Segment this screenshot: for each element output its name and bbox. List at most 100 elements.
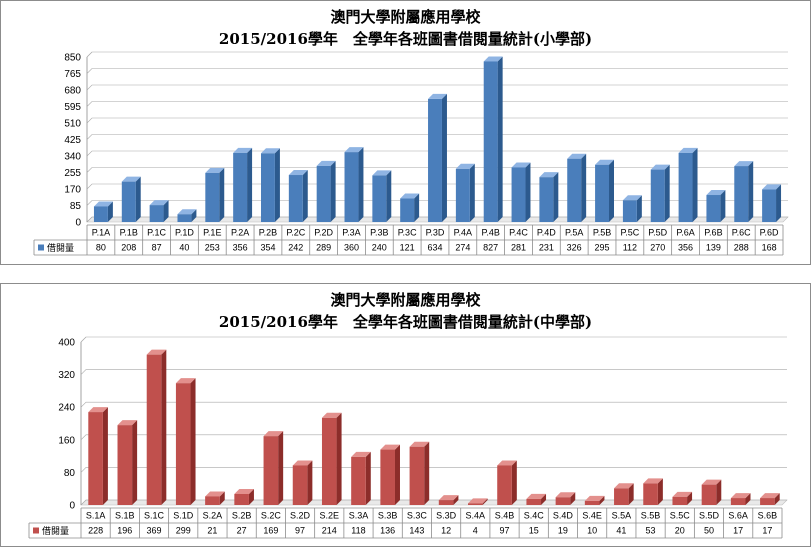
- data-label: 41: [616, 526, 626, 536]
- bar-top: [380, 444, 400, 450]
- y-tick-label: 170: [64, 185, 81, 196]
- data-label: 253: [205, 243, 220, 253]
- bar-top: [88, 407, 108, 413]
- x-tick-label: P.3B: [370, 228, 388, 238]
- x-tick-label: S.5A: [612, 511, 632, 521]
- bar-top: [205, 167, 225, 173]
- x-tick-label: S.4B: [495, 511, 515, 521]
- y-tick-label: 240: [58, 403, 75, 414]
- bar-front: [344, 152, 359, 222]
- bar: [455, 163, 475, 222]
- x-tick-label: S.3D: [436, 511, 457, 521]
- y-tick-label: 425: [64, 135, 81, 146]
- x-tick-label: S.6A: [728, 511, 748, 521]
- bar: [261, 148, 280, 222]
- data-label: 289: [316, 243, 331, 253]
- data-label: 242: [288, 243, 303, 253]
- bar-side: [161, 349, 167, 505]
- bar-side: [163, 200, 169, 222]
- y-tick-label: 85: [70, 201, 82, 212]
- gridline: [86, 117, 788, 124]
- bar-side: [525, 162, 531, 222]
- bar: [584, 495, 605, 505]
- gridline: [80, 467, 787, 473]
- bar-side: [336, 412, 342, 505]
- bar: [234, 488, 254, 505]
- bar-top: [344, 147, 364, 153]
- bar-side: [541, 493, 547, 505]
- x-tick-label: S.5D: [699, 511, 720, 521]
- legend-swatch: [38, 244, 44, 251]
- x-tick-label: P.4C: [509, 228, 528, 238]
- bar-top: [762, 184, 782, 190]
- x-tick-label: P.2D: [314, 228, 333, 238]
- bar-front: [321, 417, 337, 505]
- x-tick-label: S.4E: [582, 511, 602, 521]
- bar-top: [121, 176, 141, 182]
- data-label: 288: [734, 243, 749, 253]
- bar-side: [358, 147, 364, 222]
- bar-top: [760, 493, 780, 499]
- bar: [438, 495, 459, 505]
- x-tick-label: P.1A: [92, 228, 110, 238]
- bar-top: [584, 495, 605, 501]
- x-tick-label: P.2B: [259, 228, 277, 238]
- bar-front: [734, 166, 749, 222]
- bar-top: [672, 491, 693, 497]
- primary-chart-title: 澳門大學附屬應用學校: [330, 8, 481, 26]
- bar-top: [233, 147, 253, 153]
- data-label: 10: [587, 526, 597, 536]
- data-label: 356: [233, 243, 248, 253]
- bar-front: [428, 98, 442, 222]
- bar-front: [288, 175, 303, 222]
- gridline: [80, 369, 787, 375]
- bar: [539, 172, 559, 222]
- data-label: 369: [147, 526, 162, 536]
- data-label: 121: [400, 243, 415, 253]
- x-tick-label: S.5B: [641, 511, 661, 521]
- bar-side: [330, 160, 336, 222]
- y-tick-label: 320: [58, 370, 75, 381]
- gridline: [80, 336, 787, 343]
- y-tick-label: 255: [64, 168, 81, 179]
- bar-side: [453, 495, 459, 505]
- bar: [288, 170, 308, 222]
- bar-top: [555, 492, 576, 498]
- gridline: [86, 101, 788, 107]
- x-tick-label: P.2A: [231, 228, 249, 238]
- bar-front: [760, 498, 775, 505]
- bar-top: [455, 163, 475, 169]
- data-label: 40: [179, 243, 189, 253]
- bar-side: [553, 172, 559, 222]
- bar-top: [400, 193, 420, 199]
- bar-side: [657, 478, 663, 505]
- bar-top: [701, 479, 722, 485]
- bar-side: [386, 170, 392, 222]
- x-tick-label: P.4B: [482, 228, 500, 238]
- bar-front: [372, 175, 387, 222]
- bar-front: [205, 496, 220, 505]
- primary-chart-subtitle: 2015/2016學年 全學年各班圖書借閱量統計(小學部): [218, 30, 593, 48]
- x-tick-label: S.2D: [290, 511, 311, 521]
- bar-front: [539, 177, 554, 222]
- x-tick-label: S.6B: [758, 511, 778, 521]
- bar-side: [132, 420, 138, 505]
- legend-label: 借閱量: [42, 525, 69, 536]
- data-label: 354: [260, 243, 275, 253]
- bar: [468, 498, 488, 505]
- x-tick-label: P.5C: [620, 228, 639, 238]
- bar-front: [351, 456, 366, 505]
- bar-top: [261, 148, 280, 154]
- gridline: [86, 134, 788, 140]
- bar-side: [102, 407, 108, 505]
- bar-front: [400, 198, 415, 222]
- bar: [205, 167, 225, 222]
- bar-front: [177, 214, 192, 222]
- data-label: 19: [558, 526, 568, 536]
- bar-front: [706, 195, 721, 222]
- bar-top: [234, 488, 254, 494]
- data-label: 356: [678, 243, 693, 253]
- bar-front: [650, 169, 665, 222]
- y-tick-label: 680: [64, 86, 81, 97]
- x-tick-label: S.2A: [203, 511, 223, 521]
